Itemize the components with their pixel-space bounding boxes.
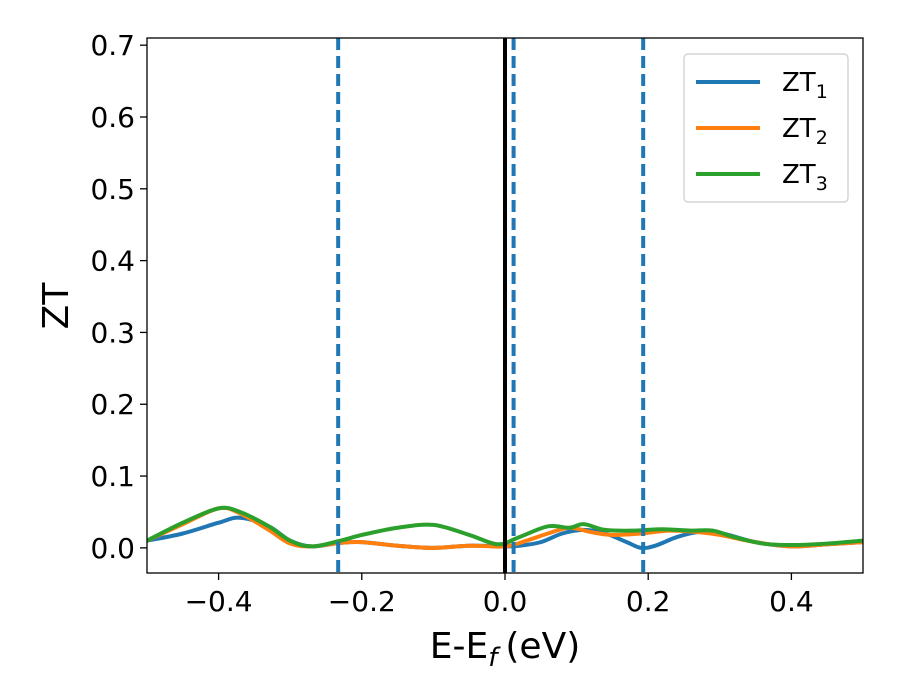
y-tick-label-1: 0.1 bbox=[90, 460, 135, 493]
legend-box bbox=[683, 53, 849, 203]
legend-label-zt3: ZT3 bbox=[782, 160, 828, 195]
x-tick-label-2: 0.0 bbox=[483, 585, 528, 618]
y-tick-label-6: 0.6 bbox=[90, 101, 135, 134]
y-tick-label-7: 0.7 bbox=[90, 29, 135, 62]
legend-label-zt2: ZT2 bbox=[782, 114, 828, 149]
x-tick-label-4: 0.4 bbox=[769, 585, 814, 618]
ticks-layer: −0.4 −0.2 0.0 0.2 0.4 0.0 0.1 0.2 0.3 0.4 0.5 0.6 0.… bbox=[90, 29, 813, 618]
x-tick-label-3: 0.2 bbox=[626, 585, 671, 618]
y-axis-label: ZT bbox=[36, 282, 77, 330]
x-axis-label-main: E-E bbox=[430, 626, 488, 667]
series-line-zt2 bbox=[147, 505, 863, 550]
y-tick-label-0: 0.0 bbox=[90, 532, 135, 565]
y-tick-label-3: 0.3 bbox=[90, 316, 135, 349]
x-axis-label-sub: f bbox=[488, 643, 501, 673]
x-axis-label-unit: (eV) bbox=[505, 626, 580, 667]
x-axis-label: E-Ef (eV) bbox=[430, 626, 581, 673]
legend: ZT1 ZT2 ZT3 bbox=[683, 53, 849, 203]
legend-label-zt1: ZT1 bbox=[782, 68, 828, 103]
y-tick-label-4: 0.4 bbox=[90, 245, 135, 278]
x-tick-label-1: −0.2 bbox=[328, 585, 396, 618]
series-line-zt3 bbox=[147, 505, 863, 549]
x-tick-label-0: −0.4 bbox=[185, 585, 253, 618]
y-tick-label-2: 0.2 bbox=[90, 388, 135, 421]
y-tick-label-5: 0.5 bbox=[90, 173, 135, 206]
series-layer bbox=[147, 38, 863, 573]
